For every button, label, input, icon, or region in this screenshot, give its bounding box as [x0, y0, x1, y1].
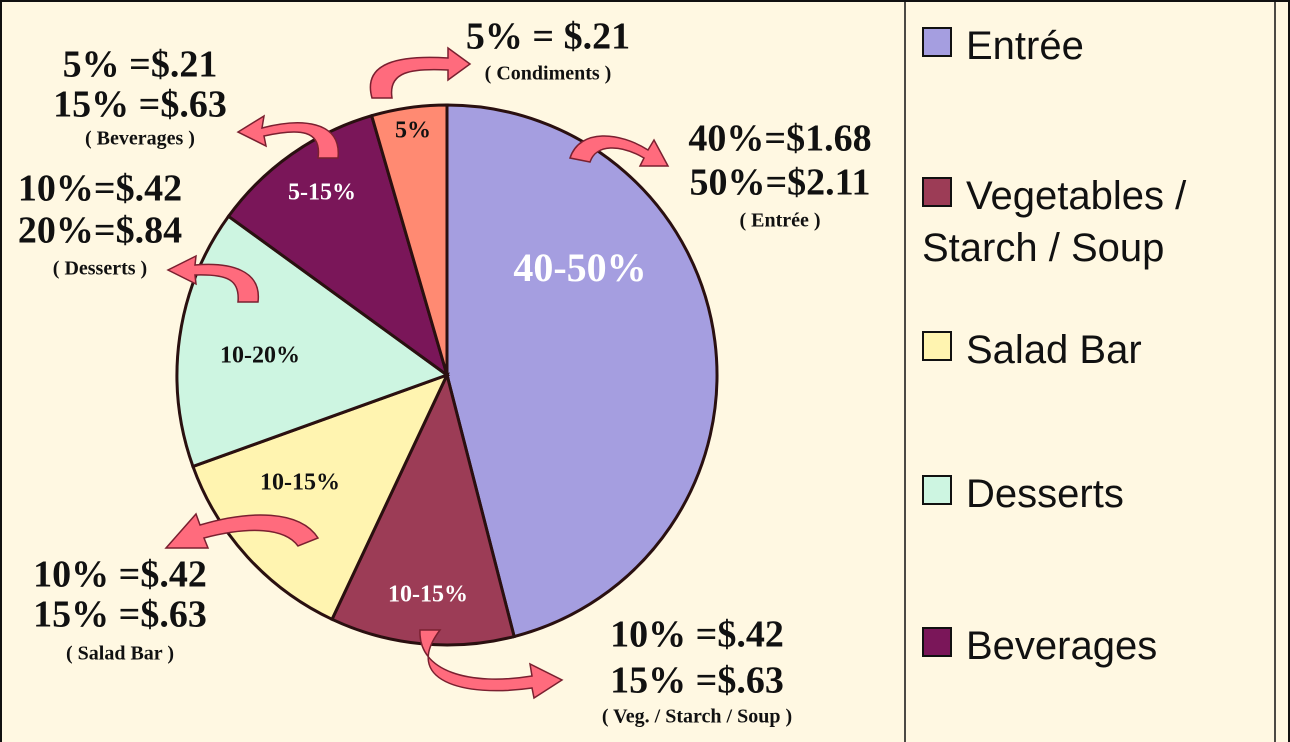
- callout: ( Desserts ): [53, 258, 147, 280]
- slice: [191, 372, 450, 622]
- callout: 10% =$.42: [610, 614, 784, 656]
- legend-label: Salad Bar: [966, 328, 1142, 372]
- arrow: [164, 512, 320, 549]
- legend-item: Desserts: [922, 468, 1272, 520]
- callout: 15% =$.63: [33, 594, 207, 636]
- callout: ( Veg. / Starch / Soup ): [602, 706, 792, 728]
- legend-swatch: [922, 627, 952, 657]
- callout: 20%=$.84: [18, 210, 182, 252]
- legend-label: Vegetables / Starch / Soup: [922, 174, 1187, 270]
- slices: [175, 103, 719, 647]
- callout: 50%=$2.11: [689, 162, 870, 204]
- legend-swatch: [922, 331, 952, 361]
- callout: 15% =$.63: [610, 660, 784, 702]
- callout: ( Beverages ): [85, 128, 195, 150]
- legend-item: Vegetables / Starch / Soup: [922, 170, 1272, 274]
- callout: 40%=$1.68: [688, 118, 871, 160]
- slice: [226, 113, 450, 379]
- arrow: [419, 629, 564, 700]
- legend-item: Salad Bar: [922, 324, 1272, 376]
- arrow: [369, 46, 472, 99]
- slice-label: 5%: [395, 118, 431, 144]
- legend-swatch: [922, 177, 952, 207]
- callout: 10%=$.42: [18, 168, 182, 210]
- arrow: [236, 114, 339, 159]
- slice-label: 10-20%: [220, 343, 300, 369]
- legend-label: Beverages: [966, 624, 1158, 668]
- callout: ( Condiments ): [485, 63, 612, 85]
- slice: [369, 103, 449, 376]
- slice-label: 10-15%: [260, 470, 340, 496]
- legend-item: Beverages: [922, 620, 1272, 672]
- arrows: [164, 46, 670, 700]
- slice-label: 5-15%: [288, 180, 356, 206]
- legend-swatch: [922, 27, 952, 57]
- arrow: [569, 135, 670, 167]
- legend-label: Entrée: [966, 24, 1084, 68]
- callout: ( Salad Bar ): [66, 643, 174, 665]
- legend-item: Entrée: [922, 20, 1272, 72]
- arrow: [166, 254, 259, 303]
- slice-label: 10-15%: [388, 582, 468, 608]
- slice: [445, 103, 719, 639]
- callout: ( Entrée ): [739, 210, 820, 232]
- callout: 5% = $.21: [466, 16, 630, 58]
- slice-label: 40-50%: [513, 245, 646, 290]
- callout: 5% =$.21: [63, 44, 218, 86]
- legend-label: Desserts: [966, 472, 1124, 516]
- callout: 15% =$.63: [53, 84, 227, 126]
- callout: 10% =$.42: [33, 554, 207, 596]
- legend-swatch: [922, 475, 952, 505]
